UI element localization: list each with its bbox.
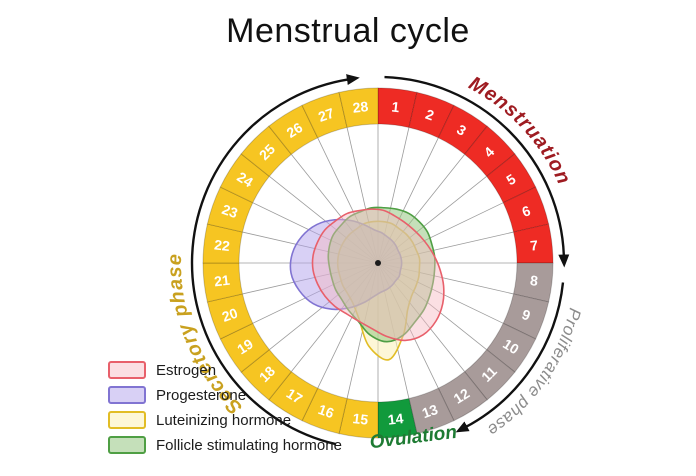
hormone-area-estrogen — [311, 208, 445, 342]
day-number-22: 22 — [213, 236, 230, 254]
legend-swatch-luteinizing-hormone — [108, 411, 146, 429]
legend-item-follicle-stimulating-hormone: Follicle stimulating hormone — [108, 435, 342, 455]
day-ring — [202, 87, 554, 439]
legend-item-progesterone: Progesterone — [108, 385, 342, 405]
day-number-24: 24 — [234, 168, 256, 190]
legend-label-progesterone: Progesterone — [156, 386, 247, 404]
cycle-arrow-arc-3 — [455, 282, 565, 433]
cycle-arrow-arc-2 — [384, 75, 570, 268]
day-number-15: 15 — [352, 410, 369, 428]
day-number-27: 27 — [316, 105, 336, 125]
day-number-1: 1 — [391, 99, 401, 116]
legend-label-follicle-stimulating-hormone: Follicle stimulating hormone — [156, 436, 342, 454]
legend-item-luteinizing-hormone: Luteinizing hormone — [108, 410, 342, 430]
legend-swatch-follicle-stimulating-hormone — [108, 436, 146, 454]
day-number-16: 16 — [316, 401, 336, 421]
day-number-13: 13 — [420, 401, 440, 421]
page-title: Menstrual cycle — [226, 12, 470, 50]
hormone-areas — [289, 206, 445, 361]
legend: Estrogen Progesterone Luteinizing hormon… — [108, 360, 342, 460]
legend-item-estrogen: Estrogen — [108, 360, 342, 380]
cycle-arrow-arc-1 — [190, 74, 360, 446]
legend-swatch-progesterone — [108, 386, 146, 404]
day-number-8: 8 — [529, 272, 539, 289]
legend-label-estrogen: Estrogen — [156, 361, 217, 379]
legend-label-luteinizing-hormone: Luteinizing hormone — [156, 411, 292, 429]
legend-swatch-estrogen — [108, 361, 146, 379]
day-number-21: 21 — [213, 272, 230, 290]
day-number-26: 26 — [284, 119, 306, 141]
day-number-17: 17 — [284, 385, 306, 407]
day-number-7: 7 — [529, 237, 539, 254]
wheel-hub-dot — [375, 260, 381, 266]
day-number-19: 19 — [234, 335, 256, 357]
day-number-14: 14 — [387, 410, 404, 428]
day-number-12: 12 — [451, 385, 473, 407]
day-number-28: 28 — [352, 98, 369, 116]
hormone-area-follicle-stimulating-hormone — [327, 206, 436, 343]
day-number-20: 20 — [220, 305, 240, 325]
day-number-10: 10 — [500, 336, 522, 358]
direction-arrows — [190, 74, 570, 446]
day-number-23: 23 — [220, 201, 240, 221]
